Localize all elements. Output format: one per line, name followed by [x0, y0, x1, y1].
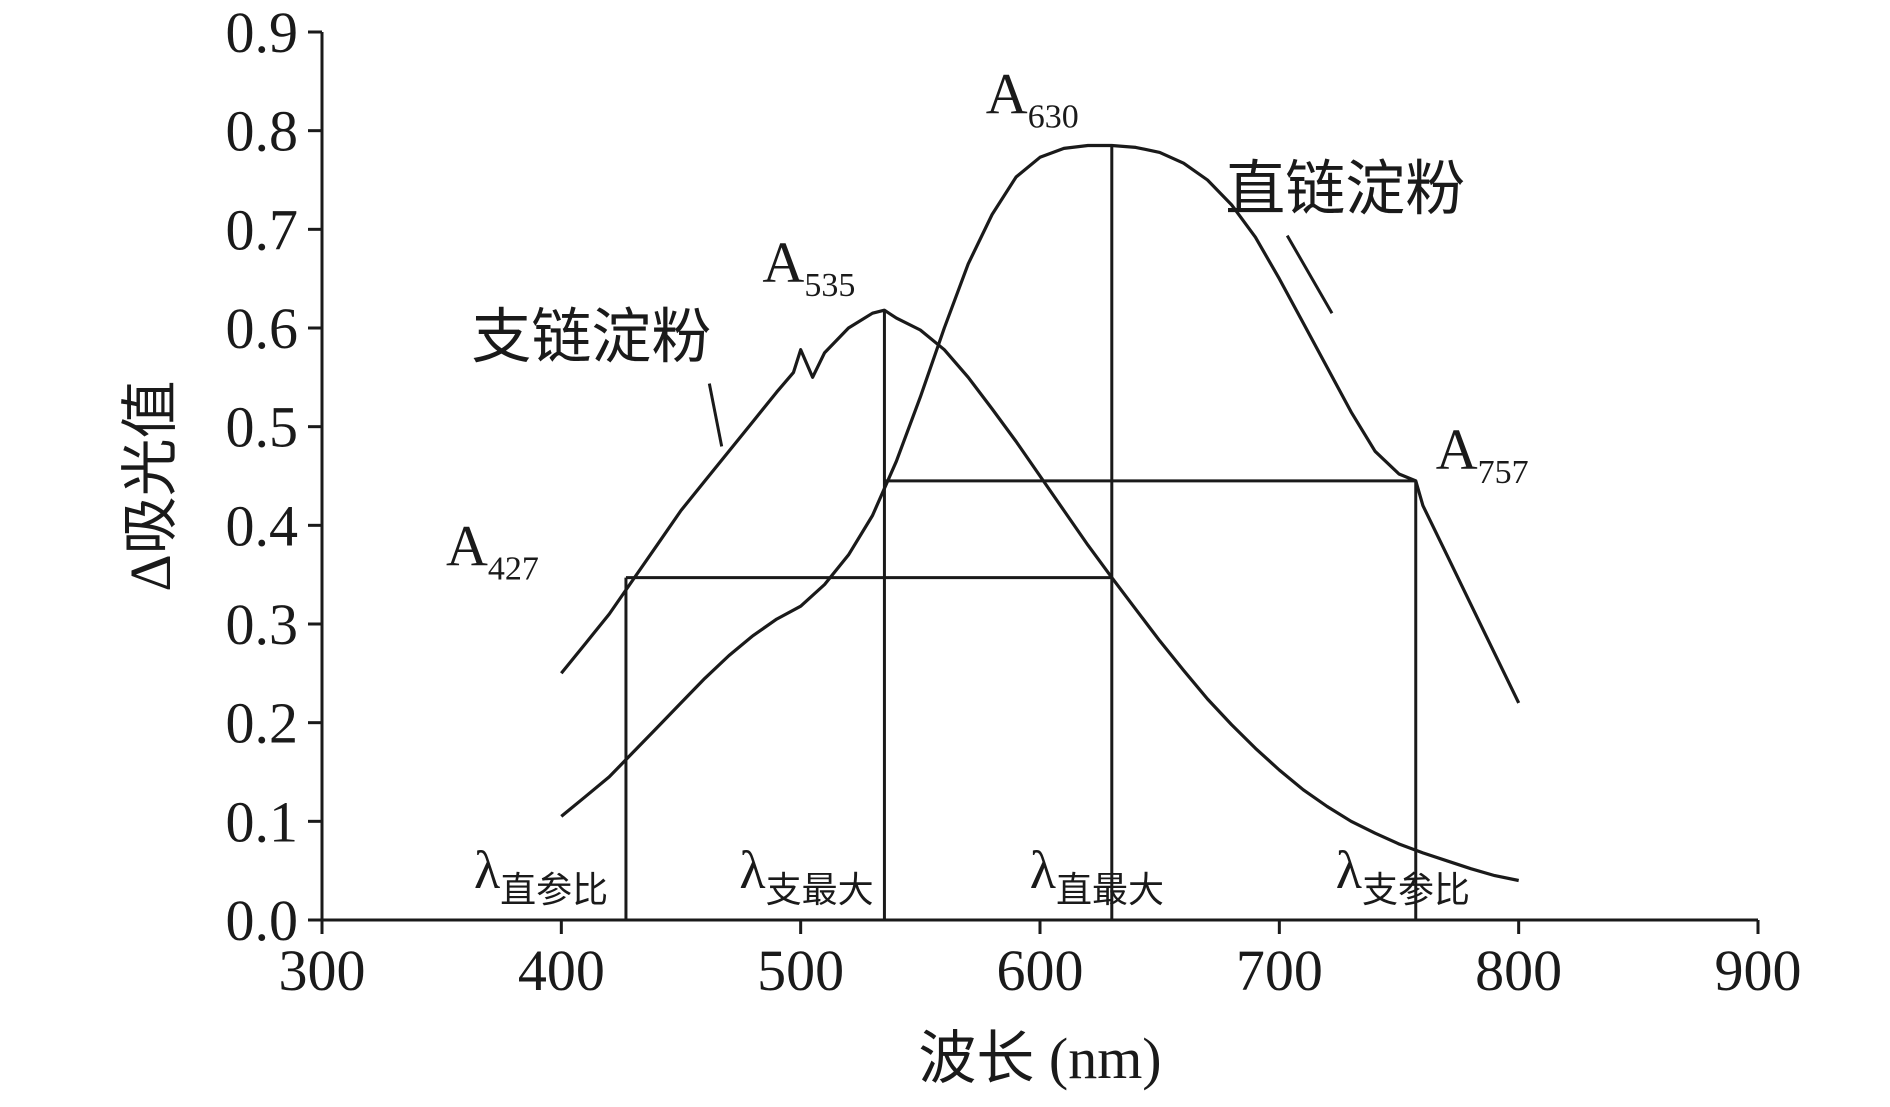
point-annotation: A427	[446, 514, 539, 588]
lambda-subscript: 支最大	[766, 870, 874, 910]
x-tick-label: 400	[518, 938, 605, 1003]
x-axis-title: 波长 (nm)	[918, 1026, 1161, 1091]
y-tick-label: 0.6	[226, 296, 299, 361]
annotation-letter: A	[1436, 417, 1478, 482]
lambda-subscript: 直参比	[500, 870, 608, 910]
y-tick-label: 0.8	[226, 99, 299, 164]
lambda-annotation: λ直最大	[1030, 840, 1164, 910]
annotation-letter: A	[446, 514, 488, 579]
y-tick-label: 0.1	[226, 789, 299, 854]
y-tick-label: 0.3	[226, 592, 299, 657]
lambda-annotation: λ支参比	[1336, 840, 1470, 910]
y-tick-label: 0.0	[226, 888, 299, 953]
series-label-pointer	[707, 383, 724, 447]
y-tick-label: 0.7	[226, 197, 299, 262]
annotation-subscript: 630	[1028, 98, 1079, 135]
y-tick-label: 0.9	[226, 0, 299, 65]
reference-lines-layer	[624, 145, 1418, 920]
series-label: 直链淀粉	[1225, 157, 1465, 223]
annotation-letter: A	[986, 61, 1028, 126]
x-tick-label: 300	[279, 938, 366, 1003]
x-tick-label: 500	[757, 938, 844, 1003]
x-tick-label: 800	[1475, 938, 1562, 1003]
series-line-1	[560, 308, 1520, 883]
series-label-pointer	[1285, 234, 1334, 314]
series-line-2	[560, 143, 1521, 818]
y-tick-label: 0.5	[226, 395, 299, 460]
y-tick-label: 0.2	[226, 691, 299, 756]
annotation-subscript: 427	[488, 551, 539, 588]
x-tick-label: 700	[1236, 938, 1323, 1003]
x-tick-label: 900	[1715, 938, 1802, 1003]
annotation-letter: A	[762, 230, 804, 295]
point-annotation: A757	[1436, 417, 1529, 491]
lambda-annotation: λ直参比	[474, 840, 608, 910]
point-annotation: A630	[986, 61, 1079, 135]
lambda-subscript: 直最大	[1056, 870, 1164, 910]
axes-layer: 300 400 500 600 700 800 900 0.0 0.1 0.2 0.3 0.4 0.5 0…	[226, 0, 1802, 1003]
point-annotation: A535	[762, 230, 855, 304]
x-tick-label: 600	[997, 938, 1084, 1003]
lambda-symbol: λ	[474, 840, 500, 900]
annotation-subscript: 757	[1478, 454, 1529, 491]
lambda-annotation: λ支最大	[739, 840, 873, 910]
lambda-symbol: λ	[739, 840, 765, 900]
series-layer	[560, 143, 1521, 883]
lambda-symbol: λ	[1030, 840, 1056, 900]
annotation-subscript: 535	[804, 267, 855, 304]
y-tick-label: 0.4	[226, 493, 299, 558]
lambda-symbol: λ	[1336, 840, 1362, 900]
lambda-subscript: 支参比	[1362, 870, 1470, 910]
y-axis-title: Δ吸光值	[118, 380, 183, 591]
series-label: 支链淀粉	[471, 305, 711, 371]
